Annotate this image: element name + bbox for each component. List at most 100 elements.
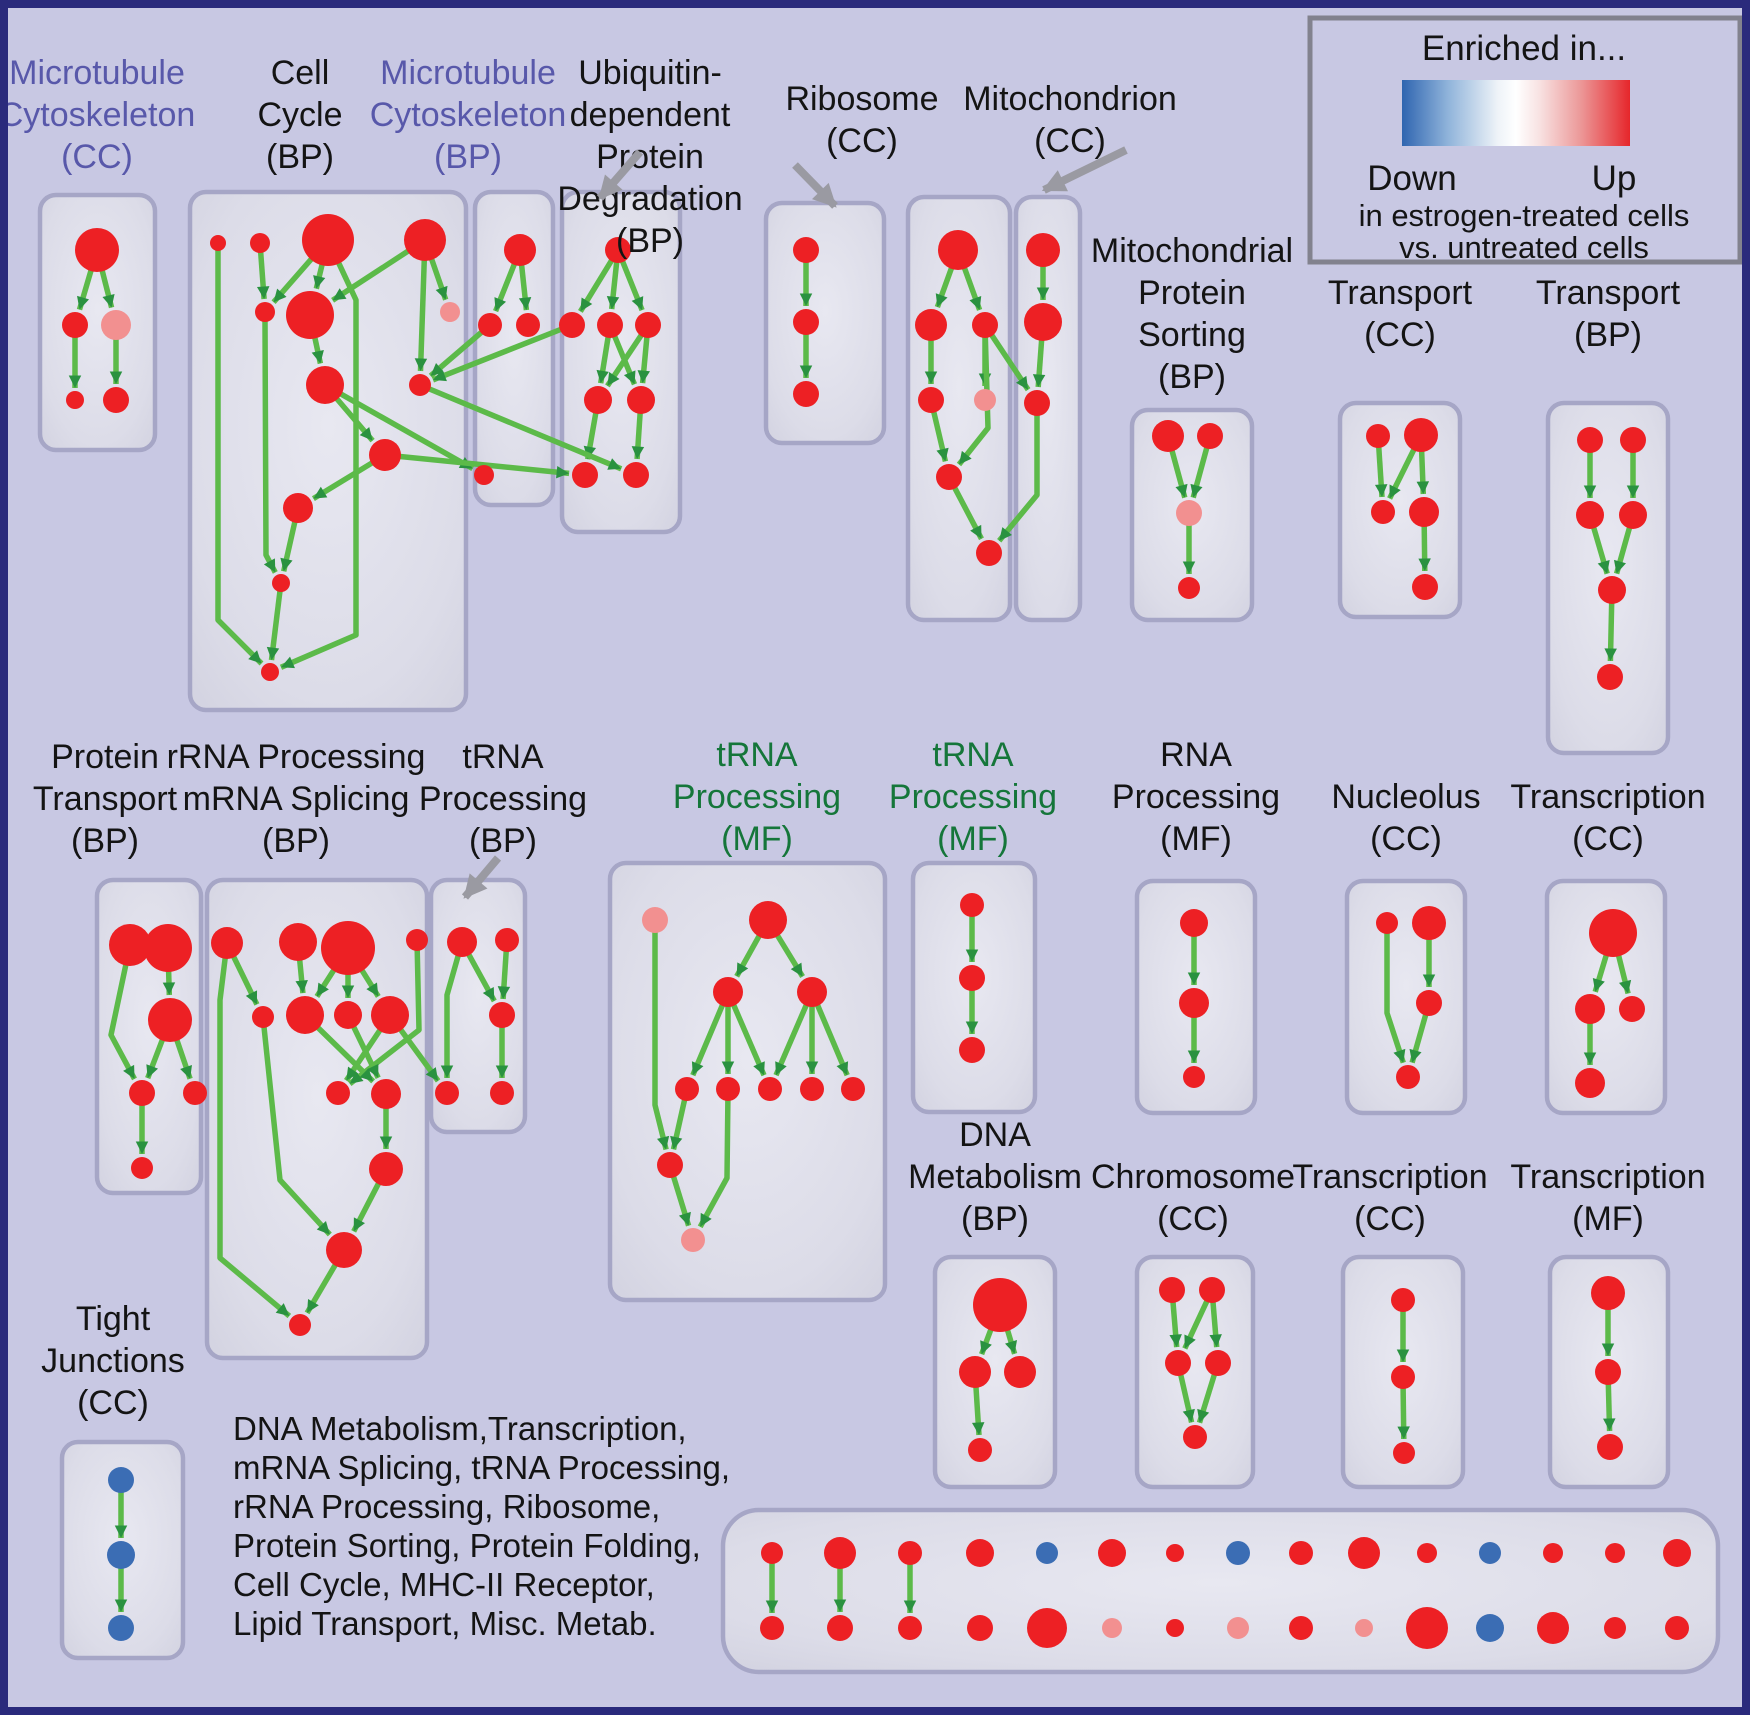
node-cc11 bbox=[283, 493, 313, 523]
node-ub1 bbox=[605, 237, 631, 263]
node-q7 bbox=[758, 1077, 782, 1101]
edge-cc2-cc5 bbox=[256, 250, 270, 300]
node-ms3 bbox=[1176, 500, 1202, 526]
node-pt5 bbox=[183, 1081, 207, 1105]
node-gc1 bbox=[369, 1152, 403, 1186]
node-q2 bbox=[749, 901, 787, 939]
label-chromosome-line-0: Chromosome bbox=[1091, 1158, 1295, 1196]
node-b14b bbox=[1604, 1617, 1626, 1639]
label-ubiquitin-1-line-1: dependent bbox=[570, 96, 731, 134]
edge-nc3-nc4 bbox=[1409, 1012, 1429, 1064]
node-mtc1 bbox=[75, 228, 119, 272]
edge-ubm1-cc9 bbox=[431, 326, 563, 383]
node-cc8 bbox=[306, 366, 344, 404]
label-chromosome-line-1: (CC) bbox=[1157, 1200, 1229, 1238]
edge-gm2-gb2 bbox=[315, 1024, 376, 1084]
node-rp2 bbox=[1179, 988, 1209, 1018]
edge-ms2-ms3 bbox=[1190, 445, 1210, 499]
node-nt5 bbox=[1412, 574, 1438, 600]
node-q5 bbox=[675, 1077, 699, 1101]
label-tight-junctions-line-0: Tight bbox=[76, 1300, 151, 1338]
node-b2b bbox=[827, 1615, 853, 1641]
node-rb7 bbox=[976, 540, 1002, 566]
label-trna-bp-line-0: tRNA bbox=[462, 738, 544, 776]
label-trna-bp-line-1: Processing bbox=[419, 780, 587, 818]
label-trna-mf-1-line-0: tRNA bbox=[716, 736, 798, 774]
node-gd1 bbox=[289, 1314, 311, 1336]
node-b5b bbox=[1027, 1608, 1067, 1648]
legend-subtitle-line2: vs. untreated cells bbox=[1399, 230, 1649, 265]
edge-dm2-dm4 bbox=[971, 1385, 985, 1436]
node-mb3 bbox=[516, 313, 540, 337]
node-b10a bbox=[1348, 1537, 1380, 1569]
edge-tc2-tc3 bbox=[1397, 1386, 1410, 1440]
node-tb2 bbox=[495, 928, 519, 952]
node-nt2 bbox=[1404, 418, 1438, 452]
node-ch3 bbox=[1165, 1350, 1191, 1376]
edge-ubm2-ubl2 bbox=[611, 334, 638, 386]
label-transcription-cc-2-line-0: Transcription bbox=[1510, 778, 1705, 816]
edge-gr1-gd1 bbox=[217, 956, 292, 1319]
node-gb1 bbox=[326, 1081, 350, 1105]
edge-dm1-dm2 bbox=[979, 1327, 994, 1356]
edge-cc8-mb4 bbox=[338, 391, 475, 471]
edge-ub1-ubm1 bbox=[578, 257, 615, 313]
node-uv2 bbox=[793, 309, 819, 335]
footer-line-0: DNA Metabolism,Transcription, bbox=[233, 1410, 687, 1447]
node-rb3 bbox=[972, 312, 998, 338]
footer-line-4: Cell Cycle, MHC-II Receptor, bbox=[233, 1566, 655, 1603]
label-dna-metabolism-line-2: (BP) bbox=[961, 1200, 1029, 1238]
edge-cc8-cc10 bbox=[334, 396, 375, 443]
node-pt2 bbox=[144, 924, 192, 972]
label-cell-cycle-line-2: (BP) bbox=[266, 138, 334, 176]
node-rb6 bbox=[936, 464, 962, 490]
node-cc1 bbox=[210, 235, 226, 251]
edge-q10-q11 bbox=[670, 1174, 692, 1227]
edge-q3-q7 bbox=[730, 1002, 767, 1077]
edge-cc1-cc13 bbox=[215, 249, 264, 666]
node-pt4 bbox=[129, 1080, 155, 1106]
label-trna-mf-1-line-1: Processing bbox=[673, 778, 841, 816]
edge-gm1-gc2 bbox=[261, 1025, 332, 1237]
node-mb1 bbox=[504, 234, 536, 266]
label-nuclear-transport-line-1: Transport bbox=[1328, 274, 1473, 312]
node-q4 bbox=[797, 977, 827, 1007]
label-trna-mf-2-line-0: tRNA bbox=[932, 736, 1014, 774]
edge-mo2-mo3 bbox=[1032, 338, 1046, 388]
node-ubl1 bbox=[584, 386, 612, 414]
node-rt5 bbox=[1598, 576, 1626, 604]
label-tight-junctions-line-1: Junctions bbox=[41, 1342, 185, 1380]
node-b13b bbox=[1537, 1612, 1569, 1644]
label-trna-bp-line-2: (BP) bbox=[469, 822, 537, 860]
node-b12b bbox=[1476, 1614, 1504, 1642]
node-cc5 bbox=[255, 302, 275, 322]
label-transcription-cc-3-line-0: Transcription bbox=[1292, 1158, 1487, 1196]
edge-gr1-gm1 bbox=[230, 954, 260, 1006]
node-w2 bbox=[959, 965, 985, 991]
node-dm1 bbox=[973, 1278, 1027, 1332]
edge-gr3-gm4 bbox=[358, 967, 381, 998]
node-mtc3 bbox=[101, 310, 131, 340]
node-q3 bbox=[713, 977, 743, 1007]
label-mt-cc-line-0: Microtubule bbox=[9, 54, 185, 92]
label-rna-processing-line-0: RNA bbox=[1160, 736, 1232, 774]
label-cell-cycle-line-0: Cell bbox=[271, 54, 330, 92]
node-b3b bbox=[898, 1616, 922, 1640]
node-tbb1 bbox=[435, 1081, 459, 1105]
edge-mb1-mb2 bbox=[493, 261, 518, 313]
edge-gc1-gc2 bbox=[351, 1181, 382, 1233]
label-dna-metabolism-line-0: DNA bbox=[959, 1116, 1031, 1154]
node-b13a bbox=[1543, 1543, 1563, 1563]
edge-pt2-pt3 bbox=[162, 969, 176, 996]
node-nc2 bbox=[1412, 906, 1446, 940]
node-ms4 bbox=[1178, 577, 1200, 599]
node-gb2 bbox=[371, 1079, 401, 1109]
ubiquitin-2-box bbox=[763, 200, 887, 446]
legend-down-label: Down bbox=[1367, 159, 1456, 198]
edge-mtc1-mtc3 bbox=[99, 268, 115, 309]
node-ch5 bbox=[1183, 1425, 1207, 1449]
label-mt-bp-line-1: Cytoskeleton bbox=[370, 96, 567, 134]
footer-category-text: DNA Metabolism,Transcription, mRNA Splic… bbox=[233, 1410, 730, 1642]
label-trna-mf-1-line-2: (MF) bbox=[721, 820, 793, 858]
footer-line-1: mRNA Splicing, tRNA Processing, bbox=[233, 1449, 730, 1486]
